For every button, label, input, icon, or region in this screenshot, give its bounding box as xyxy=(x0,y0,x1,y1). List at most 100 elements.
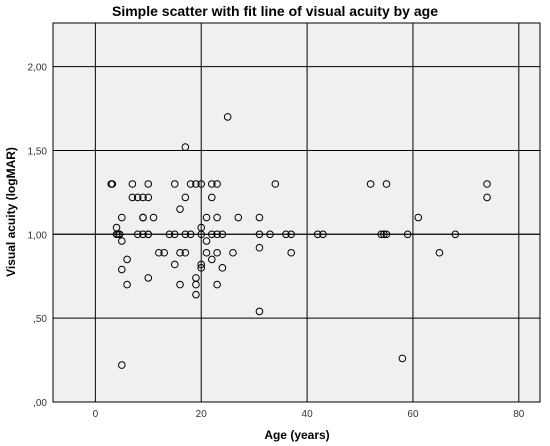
data-point xyxy=(139,230,147,239)
x-tick-label: 0 xyxy=(93,409,99,420)
data-point xyxy=(176,280,184,289)
data-point xyxy=(115,230,124,239)
data-point xyxy=(128,180,137,188)
y-tick-label: ,50 xyxy=(33,314,47,325)
y-tick-label: 1,00 xyxy=(28,230,48,241)
data-point xyxy=(234,213,243,222)
data-point xyxy=(414,213,423,222)
y-axis-label: Visual acuity (logMAR) xyxy=(4,147,18,277)
data-point xyxy=(483,180,491,188)
data-point xyxy=(451,230,460,239)
x-tick-label: 20 xyxy=(196,409,208,420)
data-point xyxy=(197,230,206,239)
x-axis-label: Age (years) xyxy=(264,428,329,442)
data-point xyxy=(192,290,200,299)
data-point xyxy=(366,180,375,188)
data-point xyxy=(218,264,227,272)
data-point xyxy=(170,260,179,269)
data-point xyxy=(287,230,296,239)
data-point xyxy=(144,193,153,202)
chart-title: Simple scatter with fit line of visual a… xyxy=(112,3,438,19)
data-point xyxy=(192,280,200,289)
data-point xyxy=(186,180,195,188)
data-point xyxy=(398,354,407,363)
data-point xyxy=(382,180,391,188)
data-point xyxy=(213,280,221,289)
data-point xyxy=(483,193,491,202)
data-point xyxy=(382,230,391,239)
data-point xyxy=(160,248,168,257)
y-tick-label: 2,00 xyxy=(28,63,48,74)
data-point xyxy=(208,230,216,239)
data-point xyxy=(170,180,179,188)
data-point xyxy=(202,213,211,222)
data-point xyxy=(282,230,290,239)
y-tick-labels: ,00 ,50 1,00 1,50 2,00 xyxy=(28,63,48,409)
data-point xyxy=(380,230,388,239)
data-point xyxy=(218,230,227,239)
data-point xyxy=(223,113,232,121)
data-point xyxy=(133,193,142,202)
data-point xyxy=(118,265,126,274)
data-point xyxy=(403,230,412,239)
data-point xyxy=(165,230,174,239)
data-point xyxy=(123,255,131,264)
data-point xyxy=(139,213,147,222)
data-point xyxy=(144,180,153,188)
data-point xyxy=(255,230,264,239)
plot-area xyxy=(52,22,541,403)
data-point xyxy=(435,248,444,257)
data-point xyxy=(255,307,264,316)
data-point xyxy=(155,248,163,257)
data-point xyxy=(197,260,206,269)
data-point xyxy=(181,230,190,239)
data-point xyxy=(197,180,206,188)
data-point xyxy=(118,361,126,369)
x-tick-label: 40 xyxy=(302,409,314,420)
data-point xyxy=(202,237,211,245)
data-points xyxy=(107,113,491,369)
data-point xyxy=(319,230,327,239)
data-point xyxy=(202,248,211,257)
x-tick-label: 80 xyxy=(513,409,525,420)
y-tick-label: 1,50 xyxy=(28,146,48,157)
data-point xyxy=(208,193,216,202)
data-point xyxy=(313,230,322,239)
data-point xyxy=(208,255,216,264)
data-point xyxy=(144,230,153,239)
data-point xyxy=(181,248,190,257)
data-point xyxy=(176,205,184,213)
data-point xyxy=(144,274,153,282)
data-point xyxy=(128,193,137,202)
data-point xyxy=(266,230,274,239)
data-point xyxy=(118,213,126,222)
data-point xyxy=(186,230,195,239)
data-point xyxy=(192,180,200,188)
data-point xyxy=(213,248,221,257)
data-point xyxy=(108,180,117,188)
data-point xyxy=(213,213,221,222)
grid-lines xyxy=(53,23,540,403)
x-tick-label: 60 xyxy=(407,409,419,420)
x-tick-labels: 0 20 40 60 80 xyxy=(93,409,525,420)
data-point xyxy=(149,213,158,222)
data-point xyxy=(133,230,142,239)
data-point xyxy=(118,237,126,245)
data-point xyxy=(208,180,216,188)
data-point xyxy=(229,248,237,257)
data-point xyxy=(271,180,280,188)
data-point xyxy=(170,230,179,239)
data-point xyxy=(139,193,147,202)
data-point xyxy=(255,243,264,252)
data-point xyxy=(181,193,190,202)
data-point xyxy=(197,264,206,272)
y-tick-label: ,00 xyxy=(33,398,47,409)
data-point xyxy=(213,230,221,239)
data-point xyxy=(287,248,296,257)
data-point xyxy=(377,230,385,239)
data-point xyxy=(123,280,131,289)
data-point xyxy=(181,143,190,151)
data-point xyxy=(213,180,221,188)
data-point xyxy=(255,213,264,222)
